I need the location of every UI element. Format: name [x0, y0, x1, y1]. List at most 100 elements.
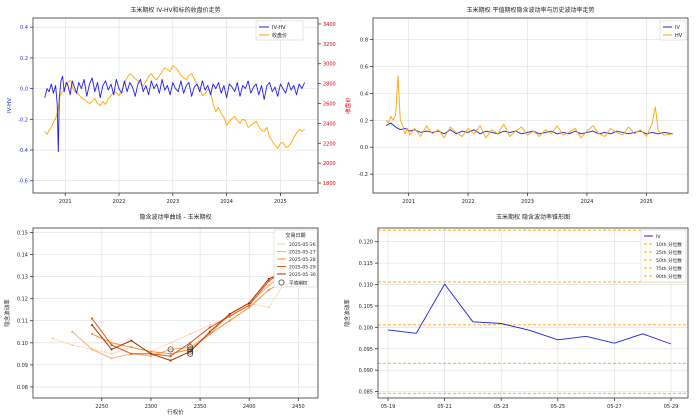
y-tick-label: 0.13 — [17, 275, 28, 281]
smile-point — [228, 315, 231, 318]
y-tick-label: 0.11 — [17, 319, 28, 325]
x-tick-label: 2350 — [194, 404, 207, 410]
smile-point — [90, 348, 94, 351]
legend-label: 90th 分位数 — [656, 273, 682, 280]
y-axis-label: 隐含波动率 — [343, 299, 351, 327]
smile-point — [110, 341, 113, 344]
y-axis-label: IV-HV — [7, 98, 13, 113]
y2-tick-label: 2000 — [323, 161, 336, 167]
x-tick-label: 05-25 — [551, 404, 566, 410]
x-tick-label: 2021 — [59, 199, 72, 205]
smile-point — [228, 313, 231, 316]
x-tick-label: 2024 — [220, 199, 233, 205]
smile-point — [110, 343, 113, 347]
legend-label: IV — [675, 25, 680, 31]
smile-point — [208, 324, 211, 327]
x-tick-label: 2400 — [243, 404, 256, 410]
y-tick-label: 0.085 — [359, 390, 373, 396]
smile-point — [248, 302, 251, 305]
y-tick-label: 0.115 — [359, 261, 373, 267]
chart-title: 隐含波动率曲线 - 玉米期权 — [140, 213, 212, 221]
smile-point — [110, 352, 113, 355]
smile-line-2025-05-27 — [71, 269, 289, 359]
y2-tick-label: 2800 — [323, 82, 336, 88]
chart-title: 玉米期权 平值期权隐含波动率与历史波动率走势 — [467, 6, 595, 14]
y-tick-label: 0.105 — [359, 304, 373, 310]
y-tick-label: 0.4 — [360, 91, 368, 97]
y2-tick-label: 1800 — [323, 181, 336, 187]
chart-title: 玉米期权 IV-HV和标的收盘价走势 — [130, 6, 220, 14]
legend-label: 2025-05-29 — [289, 264, 316, 270]
y-tick-label: 0.15 — [17, 230, 28, 236]
smile-point — [208, 330, 211, 333]
y-tick-label: 0.08 — [17, 385, 28, 391]
plot-frame — [372, 17, 689, 194]
legend-label: 75th 分位数 — [656, 265, 682, 272]
iv-cone-chart: 0.085 0.090 0.095 0.100 0.105 0.110 0.115 0.120… — [343, 213, 689, 410]
x-tick-label: 2022 — [113, 199, 126, 205]
legend-label: 2025-05-28 — [289, 257, 316, 263]
x-tick-label: 2250 — [95, 404, 108, 410]
x-tick-label: 2022 — [462, 199, 475, 205]
legend-label: 收盘价 — [272, 32, 287, 39]
atm-marker — [187, 348, 194, 355]
x-tick-label: 05-21 — [437, 404, 452, 410]
x-tick-label: 05-29 — [664, 404, 679, 410]
atm-marker — [187, 350, 194, 357]
iv-smile-chart: 0.08 0.09 0.10 0.11 0.12 0.13 0.14 0.15 2250 2300… — [3, 213, 319, 416]
legend-label: 50th 分位数 — [656, 257, 682, 264]
y-tick-label: 0.6 — [360, 64, 368, 70]
iv-hv-trend-chart: -0.2 0.0 0.2 0.4 0.6 0.8 2021 2022 2023 2024 2025 玉… — [358, 6, 689, 205]
y-tick-label: 0.8 — [360, 38, 368, 44]
y2-tick-label: 2400 — [323, 121, 336, 127]
smile-point — [169, 359, 172, 362]
smile-point — [110, 348, 113, 351]
x-tick-label: 05-27 — [607, 404, 622, 410]
y-axis-label: 隐含波动率 — [3, 299, 11, 327]
y2-axis-label: 收盘价 — [344, 97, 352, 114]
legend-label: 平值期权 — [289, 279, 308, 286]
legend-label: 2025-05-30 — [289, 272, 316, 278]
smile-point — [110, 357, 113, 360]
y-tick-label: -0.6 — [18, 179, 28, 185]
y-tick-label: 0.09 — [17, 363, 28, 369]
smile-point — [90, 332, 94, 336]
close-price-line — [44, 65, 305, 149]
x-tick-label: 05-19 — [381, 404, 396, 410]
plot-frame — [377, 227, 689, 399]
smile-point — [267, 288, 270, 291]
legend-label: 25th 分位数 — [656, 249, 682, 256]
smile-point — [169, 355, 172, 358]
y-tick-label: 0.2 — [360, 118, 368, 124]
y-tick-label: 0.090 — [359, 368, 373, 374]
x-tick-label: 2024 — [581, 199, 594, 205]
y-tick-label: -0.2 — [18, 117, 28, 123]
y-tick-label: 0.14 — [17, 252, 28, 258]
smile-point — [71, 343, 74, 347]
iv-hv-price-chart: -0.6 -0.4 -0.2 0.0 0.2 0.4 2021 2022 2023 2024 202… — [7, 6, 352, 205]
y-tick-label: 0.110 — [359, 283, 373, 289]
iv-line — [385, 122, 674, 135]
x-tick-label: 2023 — [166, 199, 179, 205]
x-axis-label: 行权价 — [167, 408, 184, 416]
legend-label: 10th 分位数 — [656, 241, 682, 248]
smile-point — [189, 341, 192, 344]
y-tick-label: 0.100 — [359, 325, 373, 331]
plot-frame — [32, 17, 319, 194]
smile-point — [208, 332, 211, 336]
y2-tick-label: 3000 — [323, 62, 336, 68]
smile-point — [169, 352, 172, 355]
smile-point — [169, 348, 172, 351]
smile-point — [267, 279, 270, 283]
smile-point — [51, 337, 54, 340]
x-tick-label: 2450 — [292, 404, 305, 410]
iv-hv-line — [44, 75, 306, 153]
x-tick-label: 2025 — [640, 199, 653, 205]
chart-title: 玉米期权 隐含波动率锥形图 — [496, 213, 570, 221]
y-tick-label: 0.10 — [17, 341, 28, 347]
y-tick-label: 0.4 — [20, 25, 28, 31]
y-tick-label: -0.2 — [358, 172, 368, 178]
smile-point — [71, 330, 74, 333]
smile-point — [130, 352, 133, 355]
